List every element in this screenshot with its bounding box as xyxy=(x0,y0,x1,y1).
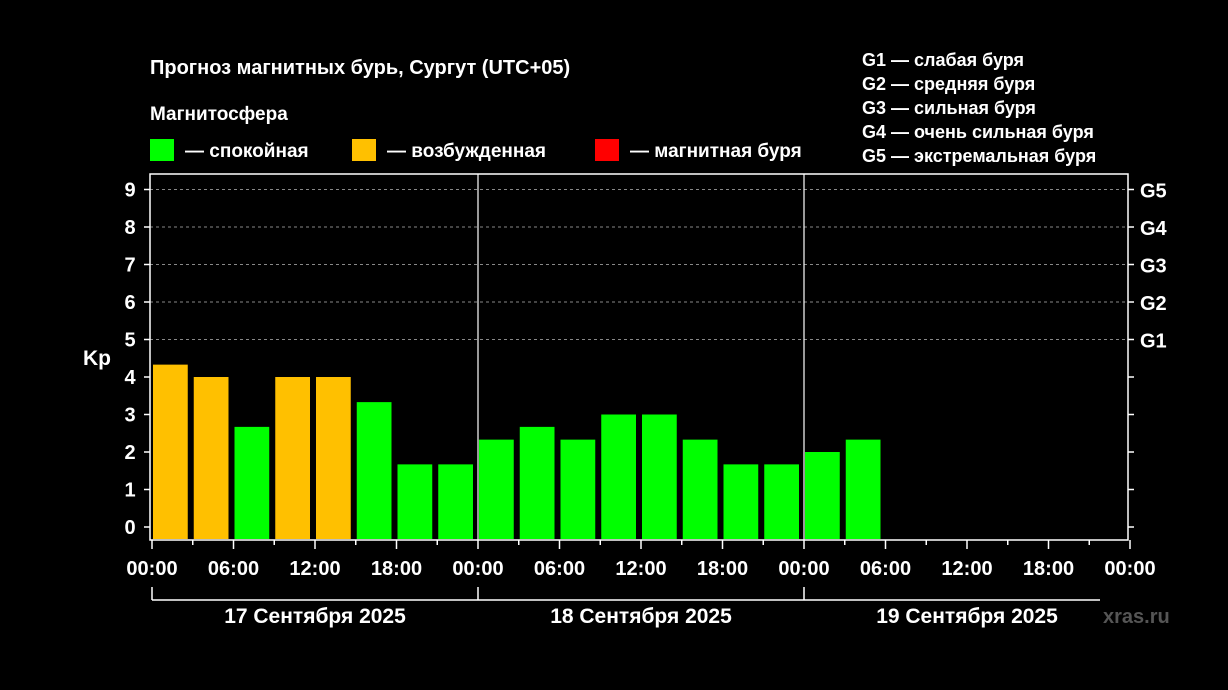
g-legend-item: G5 — экстремальная буря xyxy=(862,146,1096,166)
x-tick-label: 18:00 xyxy=(371,558,422,580)
legend-label-storm: — магнитная буря xyxy=(630,141,802,162)
day-label: 18 Сентября 2025 xyxy=(550,605,732,628)
grid xyxy=(150,189,1128,340)
bar xyxy=(764,464,799,539)
x-tick-label: 00:00 xyxy=(126,558,177,580)
day-label: 17 Сентября 2025 xyxy=(224,605,406,628)
x-tick-label: 12:00 xyxy=(289,558,340,580)
g-legend-item: G4 — очень сильная буря xyxy=(862,122,1094,142)
x-tick-label: 18:00 xyxy=(1023,558,1074,580)
bar xyxy=(560,439,596,539)
x-tick-label: 06:00 xyxy=(208,558,259,580)
g-legend-item: G1 — слабая буря xyxy=(862,50,1024,70)
x-tick-label: 06:00 xyxy=(534,558,585,580)
y-tick-label: 9 xyxy=(124,180,135,202)
y-tick-label: 4 xyxy=(124,367,136,389)
bars xyxy=(153,364,881,539)
g-tick-label: G5 xyxy=(1140,181,1167,203)
bar xyxy=(397,464,433,539)
g-axis: G1 G2 G3 G4 G5 xyxy=(1128,181,1168,528)
y-tick-label: 5 xyxy=(124,330,135,352)
bar xyxy=(193,377,229,539)
x-tick-label: 12:00 xyxy=(941,558,992,580)
bar xyxy=(438,464,473,539)
x-axis: 00:00 06:00 12:00 18:00 00:00 06:00 12:00 18:00… xyxy=(126,540,1156,580)
y-tick-label: 0 xyxy=(124,517,135,539)
bar xyxy=(234,426,270,539)
legend-swatch-excited xyxy=(352,139,376,161)
g-tick-label: G4 xyxy=(1140,218,1168,240)
watermark: xras.ru xyxy=(1103,606,1170,628)
day-labels: 17 Сентября 2025 18 Сентября 2025 19 Сентя… xyxy=(151,587,1100,628)
x-tick-label: 00:00 xyxy=(1104,558,1155,580)
x-tick-label: 12:00 xyxy=(615,558,666,580)
y-tick-label: 7 xyxy=(124,255,135,277)
x-tick-label: 00:00 xyxy=(452,558,503,580)
x-tick-label: 18:00 xyxy=(697,558,748,580)
y-tick-label: 3 xyxy=(124,405,135,427)
legend-label-calm: — спокойная xyxy=(185,141,309,162)
bar xyxy=(275,377,310,539)
bar xyxy=(153,364,188,539)
bar xyxy=(723,464,759,539)
y-tick-label: 6 xyxy=(124,292,135,314)
bar xyxy=(805,452,840,539)
bar xyxy=(356,402,392,539)
y-axis: 0 1 2 3 4 5 6 7 8 9 xyxy=(124,180,150,539)
g-scale-legend: G1 — слабая буря G2 — средняя буря G3 — си… xyxy=(862,50,1096,166)
plot-border xyxy=(149,173,1129,541)
bar xyxy=(642,414,677,539)
g-legend-item: G2 — средняя буря xyxy=(862,74,1035,94)
g-tick-label: G2 xyxy=(1140,293,1167,315)
bar xyxy=(601,414,636,539)
legend-swatch-storm xyxy=(595,139,619,161)
y-axis-label: Kp xyxy=(83,347,111,370)
bar xyxy=(479,439,514,539)
y-tick-label: 8 xyxy=(124,217,135,239)
legend-label-excited: — возбужденная xyxy=(387,141,546,162)
x-tick-label: 00:00 xyxy=(778,558,829,580)
legend-title: Магнитосфера xyxy=(150,104,288,125)
g-tick-label: G3 xyxy=(1140,256,1167,278)
bar xyxy=(519,426,555,539)
bar xyxy=(845,439,881,539)
legend-swatch-calm xyxy=(150,139,174,161)
chart-title: Прогноз магнитных бурь, Сургут (UTC+05) xyxy=(150,57,570,79)
day-label: 19 Сентября 2025 xyxy=(876,605,1058,628)
plot-frame xyxy=(149,173,1129,541)
g-tick-label: G1 xyxy=(1140,331,1167,353)
y-tick-label: 1 xyxy=(124,480,135,502)
y-tick-label: 2 xyxy=(124,442,135,464)
bar xyxy=(316,377,351,539)
bar xyxy=(682,439,718,539)
legend: — спокойная — возбужденная — магнитная бур… xyxy=(150,139,802,162)
g-legend-item: G3 — сильная буря xyxy=(862,98,1036,118)
x-tick-label: 06:00 xyxy=(860,558,911,580)
